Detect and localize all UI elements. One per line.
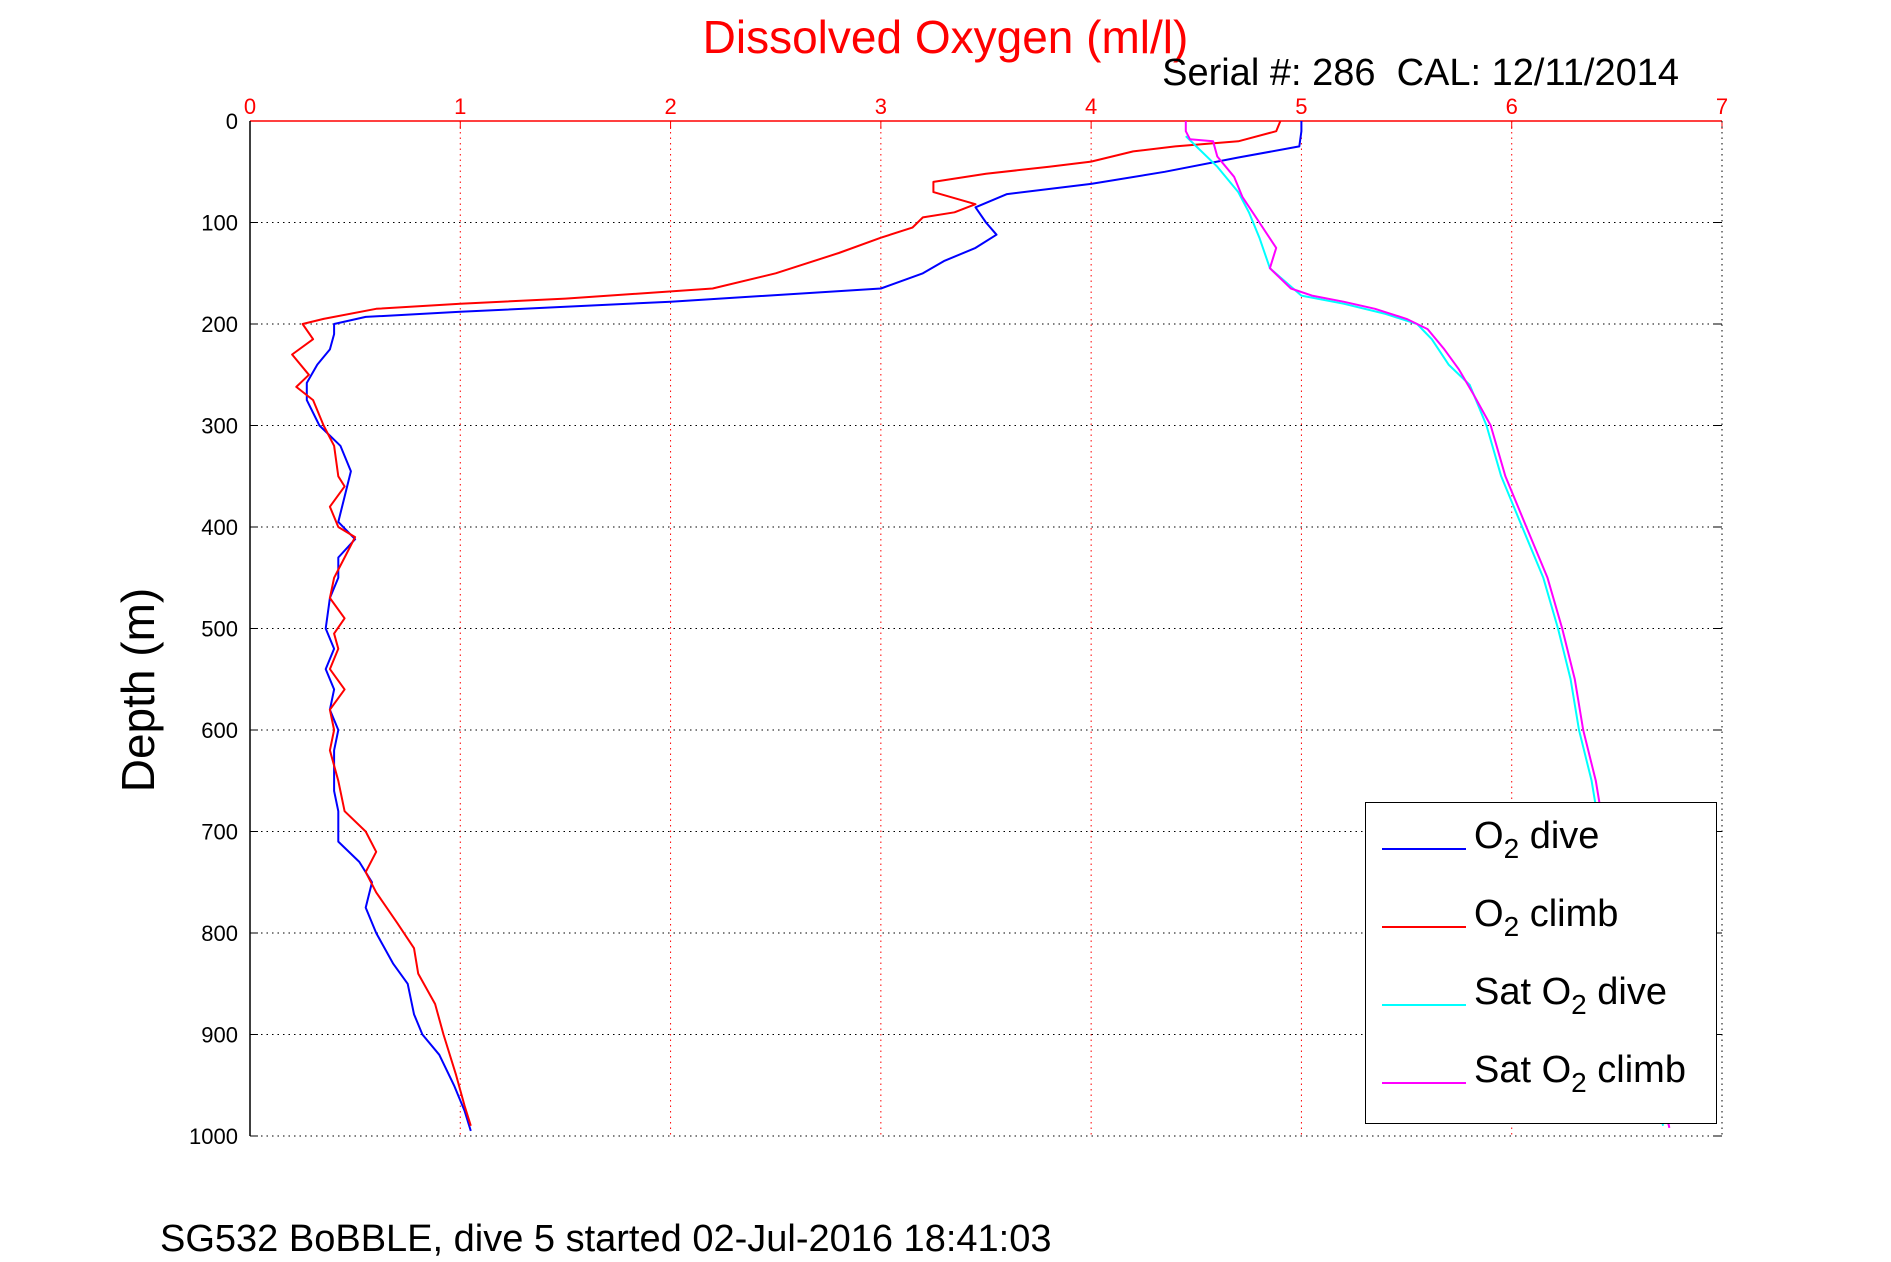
legend-swatch-o2-dive: [1382, 848, 1466, 850]
legend-label-sat-o2-dive: Sat O2 dive: [1474, 971, 1668, 1020]
x-tick-label: 1: [454, 94, 466, 119]
legend-item-sat-o2-dive: Sat O2 dive: [1366, 961, 1718, 1021]
x-tick-label: 4: [1085, 94, 1097, 119]
footer-caption: SG532 BoBBLE, dive 5 started 02-Jul-2016…: [160, 1218, 1052, 1260]
y-tick-label: 1000: [189, 1124, 238, 1149]
x-tick-label: 2: [664, 94, 676, 119]
chart-title: Dissolved Oxygen (ml/l): [702, 11, 1189, 63]
series-line-o2-climb: [291, 120, 1282, 1127]
y-tick-label: 600: [201, 718, 238, 743]
legend-item-o2-climb: O2 climb: [1366, 883, 1718, 943]
y-tick-label: 300: [201, 414, 238, 439]
legend-swatch-sat-o2-climb: [1382, 1082, 1466, 1084]
y-tick-label: 100: [201, 211, 238, 236]
y-tick-label: 900: [201, 1023, 238, 1048]
legend-item-o2-dive: O2 dive: [1366, 805, 1718, 865]
legend-label-o2-dive: O2 dive: [1474, 815, 1600, 864]
legend-label-sat-o2-climb: Sat O2 climb: [1474, 1049, 1686, 1098]
series-line-o2-dive: [305, 121, 1303, 1132]
x-tick-label: 3: [875, 94, 887, 119]
legend: O2 dive O2 climb Sat O2 dive Sat O2 clim…: [1365, 802, 1717, 1124]
x-tick-label: 7: [1716, 94, 1728, 119]
y-tick-label: 0: [226, 109, 238, 134]
x-tick-label: 6: [1506, 94, 1518, 119]
x-tick-label: 5: [1295, 94, 1307, 119]
y-tick-label: 700: [201, 820, 238, 845]
y-tick-label: 200: [201, 312, 238, 337]
y-tick-label: 400: [201, 515, 238, 540]
x-tick-label: 0: [244, 94, 256, 119]
serial-cal-label: Serial #: 286 CAL: 12/11/2014: [1162, 52, 1679, 94]
legend-item-sat-o2-climb: Sat O2 climb: [1366, 1039, 1718, 1099]
legend-swatch-sat-o2-dive: [1382, 1004, 1466, 1006]
legend-swatch-o2-climb: [1382, 926, 1466, 928]
legend-label-o2-climb: O2 climb: [1474, 893, 1619, 942]
y-tick-label: 800: [201, 921, 238, 946]
y-tick-label: 500: [201, 617, 238, 642]
